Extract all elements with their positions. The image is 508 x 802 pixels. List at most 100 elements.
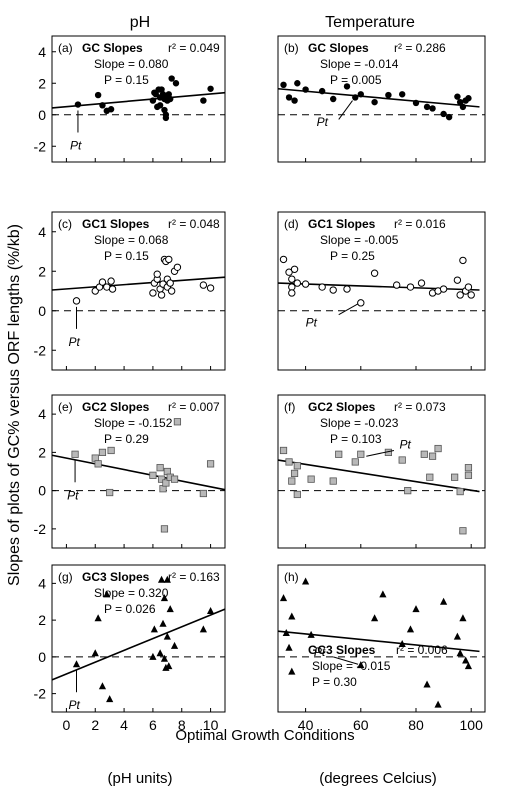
data-point <box>459 527 467 535</box>
panel-tag: (c) <box>58 217 72 231</box>
p-value: P = 0.15 <box>104 249 149 263</box>
column-title-temperature: Temperature <box>325 14 415 31</box>
data-point <box>163 632 171 640</box>
data-point <box>357 299 365 307</box>
data-point <box>440 597 448 605</box>
slope-text: Slope = 0.068 <box>94 233 169 247</box>
data-point <box>343 83 351 90</box>
data-point <box>157 291 166 299</box>
panel-c: -2 0 2 4 (c) GC1 Slopes r² = 0.048 Slope = 0.06… <box>34 211 226 371</box>
data-point <box>456 649 464 657</box>
data-point <box>159 619 167 627</box>
data-point <box>173 418 182 426</box>
data-point <box>301 280 310 288</box>
data-point <box>106 488 114 497</box>
data-point <box>379 590 387 598</box>
data-point <box>153 270 161 278</box>
data-point <box>294 80 301 87</box>
data-point <box>434 444 442 453</box>
regression-line <box>51 608 226 681</box>
data-point <box>357 91 364 98</box>
panel-name: GC1 Slopes <box>308 217 376 231</box>
y-tick-label: 4 <box>38 575 46 591</box>
y-tick-label: -2 <box>34 686 47 702</box>
slope-text: Slope = -0.005 <box>320 233 399 247</box>
pt-label: Pt <box>306 316 318 330</box>
data-point <box>398 456 406 464</box>
data-point <box>149 652 157 660</box>
data-point <box>280 81 287 89</box>
data-point <box>99 102 106 109</box>
column-title-ph: pH <box>130 14 150 31</box>
data-point <box>165 662 173 670</box>
panel-f: (f) GC2 Slopes r² = 0.073 Slope = -0.023 P =… <box>277 394 486 549</box>
data-point <box>453 632 461 640</box>
p-value: P = 0.15 <box>104 73 149 87</box>
panel-frame <box>51 35 226 163</box>
panel-tag: (f) <box>284 400 295 414</box>
data-point <box>157 475 166 483</box>
data-point <box>404 487 412 495</box>
data-point <box>98 448 107 456</box>
data-point <box>160 525 169 533</box>
data-point <box>293 490 301 499</box>
data-point <box>71 450 79 458</box>
x-units-right: (degrees Celcius) <box>319 770 437 787</box>
pt-arrow <box>366 449 395 457</box>
panel-g: -2 0 2 4 0 2 4 6 8 10 (g) GC3 Slopes r² = 0.163 Slope… <box>34 564 226 733</box>
data-point <box>291 97 298 104</box>
panel-b: (b) GC Slopes r² = 0.286 Slope = -0.014 P = … <box>277 35 486 163</box>
y-tick-label: 4 <box>38 224 46 240</box>
panel-e: -2 0 2 4 (e) GC2 Slopes r² = 0.007 Slope = -0.1… <box>34 394 226 549</box>
data-point <box>293 462 301 470</box>
p-value: P = 0.005 <box>330 73 382 87</box>
data-point <box>107 277 115 285</box>
data-point <box>282 628 290 636</box>
panel-tag: (h) <box>284 570 299 584</box>
data-point <box>288 477 296 485</box>
x-tick-label: 10 <box>203 717 219 733</box>
data-point <box>288 289 296 297</box>
x-units-left: (pH units) <box>107 770 172 787</box>
panel-name: GC2 Slopes <box>308 400 376 414</box>
pt-label: Pt <box>69 335 81 349</box>
data-point <box>163 575 171 583</box>
data-point <box>426 473 434 481</box>
data-point <box>72 297 81 305</box>
data-point <box>170 475 179 483</box>
data-point <box>156 102 164 109</box>
data-point <box>166 279 174 287</box>
r-squared: r² = 0.016 <box>394 217 446 231</box>
data-point <box>72 660 81 668</box>
p-value: P = 0.25 <box>330 249 375 263</box>
y-tick-label: 0 <box>38 649 46 665</box>
data-point <box>106 695 114 703</box>
panel-frame <box>277 35 486 163</box>
data-point <box>149 471 157 479</box>
data-point <box>329 477 337 485</box>
data-point <box>465 95 472 102</box>
data-point <box>160 594 169 602</box>
data-point <box>412 99 420 107</box>
data-point <box>399 91 406 98</box>
pt-arrow <box>338 303 359 316</box>
data-point <box>329 286 337 294</box>
y-tick-label: 2 <box>38 444 46 460</box>
panel-name: GC3 Slopes <box>82 570 150 584</box>
r-squared: r² = 0.286 <box>394 41 446 55</box>
data-point <box>167 95 174 103</box>
data-point <box>107 446 115 455</box>
x-tick-label: 8 <box>178 717 186 733</box>
data-point <box>207 85 214 92</box>
y-tick-label: 2 <box>38 263 46 279</box>
regression-line <box>51 454 226 491</box>
pt-label: Pt <box>67 488 79 502</box>
slope-text: Slope = -0.014 <box>320 57 399 71</box>
data-point <box>293 279 302 287</box>
pt-label: Pt <box>399 438 411 452</box>
data-point <box>307 630 315 638</box>
data-point <box>406 625 415 633</box>
y-tick-label: 0 <box>38 107 46 123</box>
slope-text: Slope = -0.023 <box>320 416 399 430</box>
x-tick-label: 4 <box>120 717 128 733</box>
